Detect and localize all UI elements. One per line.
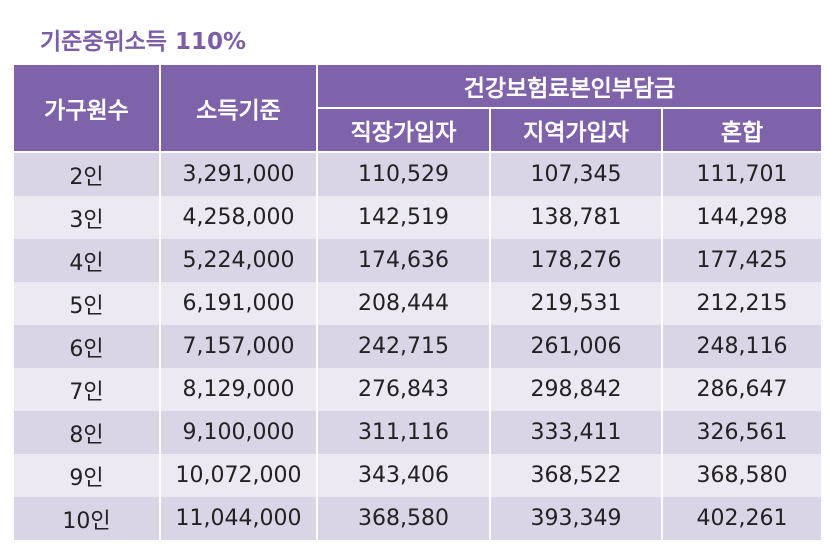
cell-mixed: 286,647: [661, 368, 823, 411]
cell-income: 7,157,000: [159, 325, 318, 368]
table-row: 6인 7,157,000 242,715 261,006 248,116: [12, 325, 823, 368]
cell-employee: 368,580: [316, 497, 491, 540]
cell-household: 2인: [12, 152, 161, 196]
cell-mixed: 111,701: [661, 152, 823, 196]
table-row: 2인 3,291,000 110,529 107,345 111,701: [12, 152, 823, 196]
cell-income: 9,100,000: [159, 411, 318, 454]
cell-mixed: 177,425: [661, 239, 823, 282]
cell-income: 11,044,000: [159, 497, 318, 540]
cell-income: 3,291,000: [159, 152, 318, 196]
cell-mixed: 368,580: [661, 454, 823, 497]
cell-employee: 142,519: [316, 196, 491, 239]
cell-employee: 276,843: [316, 368, 491, 411]
cell-household: 5인: [12, 282, 161, 325]
cell-household: 8인: [12, 411, 161, 454]
cell-regional: 219,531: [489, 282, 663, 325]
cell-regional: 393,349: [489, 497, 663, 540]
cell-regional: 261,006: [489, 325, 663, 368]
cell-income: 5,224,000: [159, 239, 318, 282]
cell-regional: 298,842: [489, 368, 663, 411]
cell-regional: 368,522: [489, 454, 663, 497]
table-row: 4인 5,224,000 174,636 178,276 177,425: [12, 239, 823, 282]
cell-regional: 333,411: [489, 411, 663, 454]
cell-employee: 311,116: [316, 411, 491, 454]
table-row: 7인 8,129,000 276,843 298,842 286,647: [12, 368, 823, 411]
cell-income: 8,129,000: [159, 368, 318, 411]
cell-mixed: 326,561: [661, 411, 823, 454]
cell-mixed: 212,215: [661, 282, 823, 325]
table-row: 10인 11,044,000 368,580 393,349 402,261: [12, 497, 823, 540]
cell-income: 6,191,000: [159, 282, 318, 325]
table-header: 가구원수 소득기준 건강보험료본인부담금 직장가입자 지역가입자 혼합: [12, 63, 823, 153]
cell-mixed: 402,261: [661, 497, 823, 540]
header-premium-group: 건강보험료본인부담금: [316, 63, 823, 109]
cell-employee: 174,636: [316, 239, 491, 282]
cell-employee: 208,444: [316, 282, 491, 325]
cell-household: 9인: [12, 454, 161, 497]
table-row: 8인 9,100,000 311,116 333,411 326,561: [12, 411, 823, 454]
cell-household: 4인: [12, 239, 161, 282]
table-row: 3인 4,258,000 142,519 138,781 144,298: [12, 196, 823, 239]
cell-employee: 242,715: [316, 325, 491, 368]
cell-employee: 343,406: [316, 454, 491, 497]
cell-regional: 107,345: [489, 152, 663, 196]
cell-employee: 110,529: [316, 152, 491, 196]
cell-regional: 138,781: [489, 196, 663, 239]
page-title: 기준중위소득 110%: [40, 29, 247, 55]
cell-household: 6인: [12, 325, 161, 368]
header-mixed: 혼합: [661, 107, 823, 153]
table-row: 5인 6,191,000 208,444 219,531 212,215: [12, 282, 823, 325]
header-employee: 직장가입자: [316, 107, 491, 153]
cell-mixed: 144,298: [661, 196, 823, 239]
header-regional: 지역가입자: [489, 107, 663, 153]
premium-table: 가구원수 소득기준 건강보험료본인부담금 직장가입자 지역가입자 혼합 2인 3,…: [12, 63, 823, 540]
cell-household: 7인: [12, 368, 161, 411]
table-body: 2인 3,291,000 110,529 107,345 111,701 3인 4,258,…: [12, 152, 823, 540]
cell-regional: 178,276: [489, 239, 663, 282]
cell-mixed: 248,116: [661, 325, 823, 368]
cell-income: 4,258,000: [159, 196, 318, 239]
table-row: 9인 10,072,000 343,406 368,522 368,580: [12, 454, 823, 497]
header-household: 가구원수: [12, 63, 161, 153]
cell-household: 3인: [12, 196, 161, 239]
cell-income: 10,072,000: [159, 454, 318, 497]
header-income: 소득기준: [159, 63, 318, 153]
cell-household: 10인: [12, 497, 161, 540]
